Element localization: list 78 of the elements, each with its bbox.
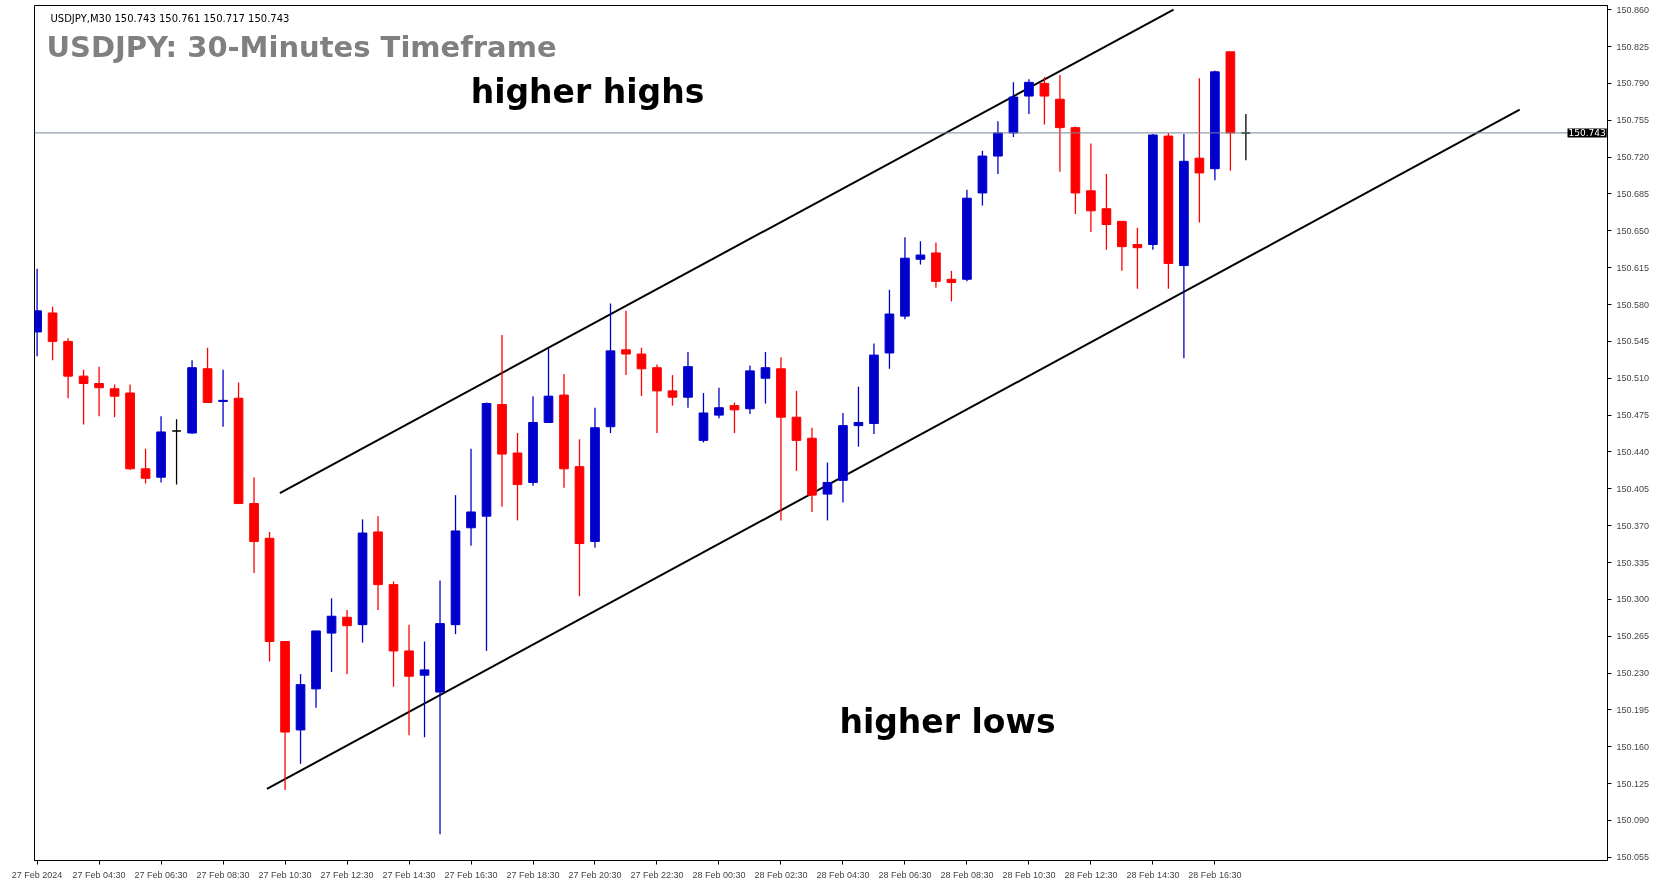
candlestick xyxy=(915,240,926,266)
y-tick-label: 150.580 xyxy=(1616,299,1650,310)
x-tick-label: 28 Feb 04:30 xyxy=(816,869,870,880)
y-tick-label: 150.755 xyxy=(1616,115,1650,126)
candlestick xyxy=(419,640,430,738)
x-tick-label: 27 Feb 22:30 xyxy=(630,869,684,880)
annotation: higher highs xyxy=(470,71,705,111)
x-tick-label: 28 Feb 06:30 xyxy=(878,869,932,880)
candlestick xyxy=(1132,227,1143,290)
x-tick-label: 27 Feb 04:30 xyxy=(72,869,126,880)
ref-line-label: 150.743 xyxy=(1568,128,1606,139)
y-tick-label: 150.055 xyxy=(1616,852,1650,863)
y-tick-label: 150.265 xyxy=(1616,631,1650,642)
x-tick-label: 27 Feb 2024 xyxy=(11,869,63,880)
y-tick-label: 150.440 xyxy=(1616,446,1650,457)
x-tick-label: 27 Feb 18:30 xyxy=(506,869,560,880)
y-tick-label: 150.230 xyxy=(1616,668,1650,679)
x-tick-label: 28 Feb 16:30 xyxy=(1188,869,1242,880)
y-tick-label: 150.510 xyxy=(1616,373,1650,384)
x-tick-label: 28 Feb 02:30 xyxy=(754,869,808,880)
candlestick xyxy=(140,448,151,485)
y-tick-label: 150.405 xyxy=(1616,483,1650,494)
y-tick-label: 150.195 xyxy=(1616,704,1650,715)
candlestick xyxy=(171,418,182,486)
candlestick xyxy=(78,369,89,426)
x-tick-label: 28 Feb 08:30 xyxy=(940,869,994,880)
candlestick xyxy=(1101,173,1112,251)
x-tick-label: 27 Feb 10:30 xyxy=(258,869,312,880)
x-tick-label: 28 Feb 12:30 xyxy=(1064,869,1118,880)
candlestick xyxy=(326,597,337,673)
y-tick-label: 150.615 xyxy=(1616,262,1650,273)
y-tick-label: 150.370 xyxy=(1616,520,1650,531)
candlestick xyxy=(1039,76,1050,126)
y-tick-label: 150.545 xyxy=(1616,336,1650,347)
y-tick-label: 150.825 xyxy=(1616,41,1650,52)
x-tick-label: 27 Feb 16:30 xyxy=(444,869,498,880)
candlestick xyxy=(1024,78,1034,115)
candlestick xyxy=(946,270,957,303)
annotation: USDJPY,M30 150.743 150.761 150.717 150.743 xyxy=(50,12,290,24)
candlestick xyxy=(109,383,120,418)
x-tick-label: 28 Feb 14:30 xyxy=(1126,869,1180,880)
candlestick xyxy=(1194,77,1205,224)
candlestick xyxy=(667,374,678,407)
candlestick xyxy=(822,461,833,522)
candlestick xyxy=(636,347,647,397)
candlestick xyxy=(342,609,352,675)
candlestick xyxy=(729,401,740,434)
y-tick-label: 150.160 xyxy=(1616,741,1650,752)
y-tick-label: 150.860 xyxy=(1616,4,1650,15)
y-tick-label: 150.475 xyxy=(1616,410,1650,421)
candlestick xyxy=(466,448,476,547)
y-tick-label: 150.125 xyxy=(1616,778,1650,789)
text: USDJPY: 30-Minutes Timeframe xyxy=(46,29,557,64)
y-tick-label: 150.090 xyxy=(1616,815,1650,826)
x-tick-label: 28 Feb 10:30 xyxy=(1002,869,1056,880)
y-tick-label: 150.335 xyxy=(1616,557,1650,568)
x-tick-label: 27 Feb 14:30 xyxy=(382,869,436,880)
x-tick-label: 27 Feb 20:30 xyxy=(568,869,622,880)
x-tick-label: 27 Feb 08:30 xyxy=(196,869,250,880)
candlestick xyxy=(714,387,724,419)
candlestick xyxy=(621,310,631,376)
candlestick xyxy=(1086,142,1096,233)
candlestick xyxy=(94,366,104,417)
y-tick-label: 150.720 xyxy=(1616,152,1650,163)
x-tick-label: 28 Feb 00:30 xyxy=(692,869,746,880)
y-tick-label: 150.300 xyxy=(1616,594,1650,605)
candlestick xyxy=(218,369,228,428)
y-tick-label: 150.790 xyxy=(1616,78,1650,89)
x-tick-label: 27 Feb 12:30 xyxy=(320,869,374,880)
y-tick-label: 150.650 xyxy=(1616,225,1650,236)
candlestick xyxy=(993,120,1003,175)
candlestick xyxy=(652,363,662,434)
annotation: higher lows xyxy=(839,701,1056,741)
candlestick xyxy=(791,390,802,472)
candlestick xyxy=(853,386,864,448)
candlestick xyxy=(760,351,771,405)
y-tick-label: 150.685 xyxy=(1616,188,1650,199)
x-tick-label: 27 Feb 06:30 xyxy=(134,869,188,880)
